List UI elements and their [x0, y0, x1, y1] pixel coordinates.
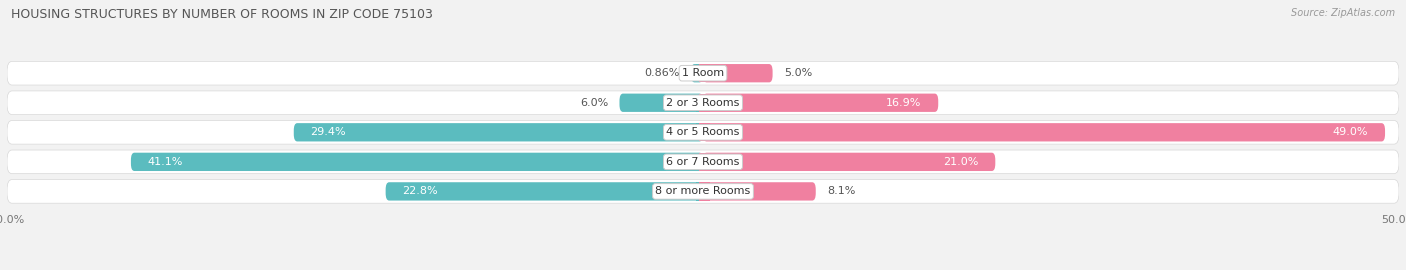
FancyBboxPatch shape	[703, 123, 1385, 141]
Text: 16.9%: 16.9%	[886, 98, 921, 108]
FancyBboxPatch shape	[703, 94, 938, 112]
Text: 4 or 5 Rooms: 4 or 5 Rooms	[666, 127, 740, 137]
Text: 2 or 3 Rooms: 2 or 3 Rooms	[666, 98, 740, 108]
Text: 41.1%: 41.1%	[148, 157, 183, 167]
Text: 29.4%: 29.4%	[311, 127, 346, 137]
Text: 21.0%: 21.0%	[943, 157, 979, 167]
Text: Source: ZipAtlas.com: Source: ZipAtlas.com	[1291, 8, 1395, 18]
FancyBboxPatch shape	[699, 123, 710, 141]
FancyBboxPatch shape	[7, 180, 1399, 203]
FancyBboxPatch shape	[7, 61, 1399, 85]
FancyBboxPatch shape	[7, 150, 1399, 174]
FancyBboxPatch shape	[690, 64, 703, 82]
FancyBboxPatch shape	[699, 153, 710, 171]
FancyBboxPatch shape	[696, 182, 707, 201]
Text: HOUSING STRUCTURES BY NUMBER OF ROOMS IN ZIP CODE 75103: HOUSING STRUCTURES BY NUMBER OF ROOMS IN…	[11, 8, 433, 21]
Text: 0.86%: 0.86%	[644, 68, 681, 78]
FancyBboxPatch shape	[699, 182, 710, 201]
FancyBboxPatch shape	[703, 153, 995, 171]
FancyBboxPatch shape	[294, 123, 703, 141]
Text: 8 or more Rooms: 8 or more Rooms	[655, 186, 751, 196]
Text: 6.0%: 6.0%	[581, 98, 609, 108]
FancyBboxPatch shape	[131, 153, 703, 171]
FancyBboxPatch shape	[696, 64, 707, 82]
FancyBboxPatch shape	[699, 64, 710, 82]
FancyBboxPatch shape	[385, 182, 703, 201]
Text: 5.0%: 5.0%	[783, 68, 813, 78]
FancyBboxPatch shape	[696, 94, 707, 112]
FancyBboxPatch shape	[696, 123, 707, 141]
FancyBboxPatch shape	[7, 91, 1399, 114]
Text: 6 or 7 Rooms: 6 or 7 Rooms	[666, 157, 740, 167]
FancyBboxPatch shape	[699, 94, 710, 112]
FancyBboxPatch shape	[703, 182, 815, 201]
Text: 22.8%: 22.8%	[402, 186, 437, 196]
FancyBboxPatch shape	[696, 153, 707, 171]
FancyBboxPatch shape	[7, 120, 1399, 144]
Text: 1 Room: 1 Room	[682, 68, 724, 78]
FancyBboxPatch shape	[620, 94, 703, 112]
FancyBboxPatch shape	[703, 64, 773, 82]
Text: 8.1%: 8.1%	[827, 186, 855, 196]
Text: 49.0%: 49.0%	[1333, 127, 1368, 137]
